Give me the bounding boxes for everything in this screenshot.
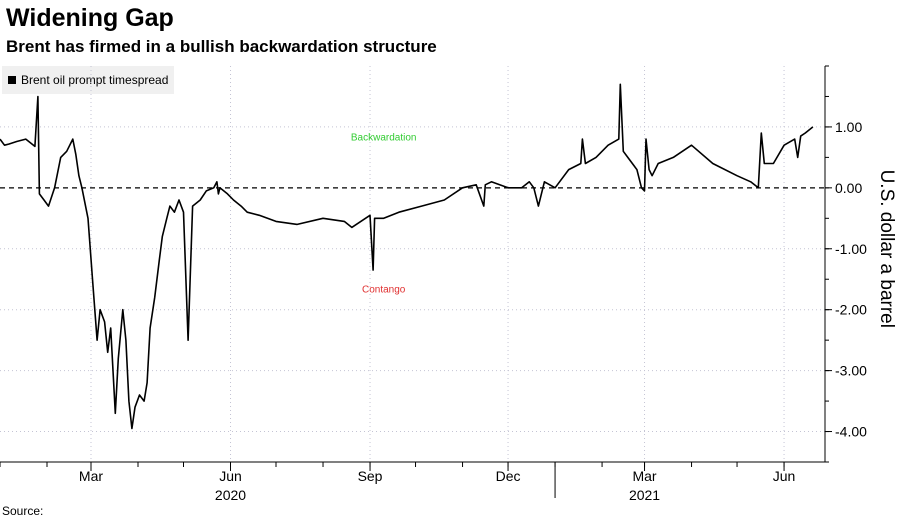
x-tick-label: Sep [358, 468, 383, 484]
x-tick-label: Mar [632, 468, 656, 484]
y-tick-label: 0.00 [835, 180, 862, 196]
x-tick-label: Dec [496, 468, 521, 484]
y-axis-label: U.S. dollar a barrel [876, 170, 897, 328]
y-tick-label: -3.00 [835, 363, 867, 379]
x-tick-label: Jun [219, 468, 242, 484]
annotation-label: Contango [362, 285, 406, 296]
y-tick-label: 1.00 [835, 119, 862, 135]
y-tick-label: -2.00 [835, 302, 867, 318]
source-label: Source: [2, 504, 43, 518]
y-tick-label: -4.00 [835, 424, 867, 440]
x-tick-label: Jun [773, 468, 796, 484]
x-year-label: 2020 [215, 487, 246, 503]
y-tick-label: -1.00 [835, 241, 867, 257]
x-tick-label: Mar [79, 468, 103, 484]
x-year-label: 2021 [629, 487, 660, 503]
annotation-label: Backwardation [351, 132, 417, 143]
